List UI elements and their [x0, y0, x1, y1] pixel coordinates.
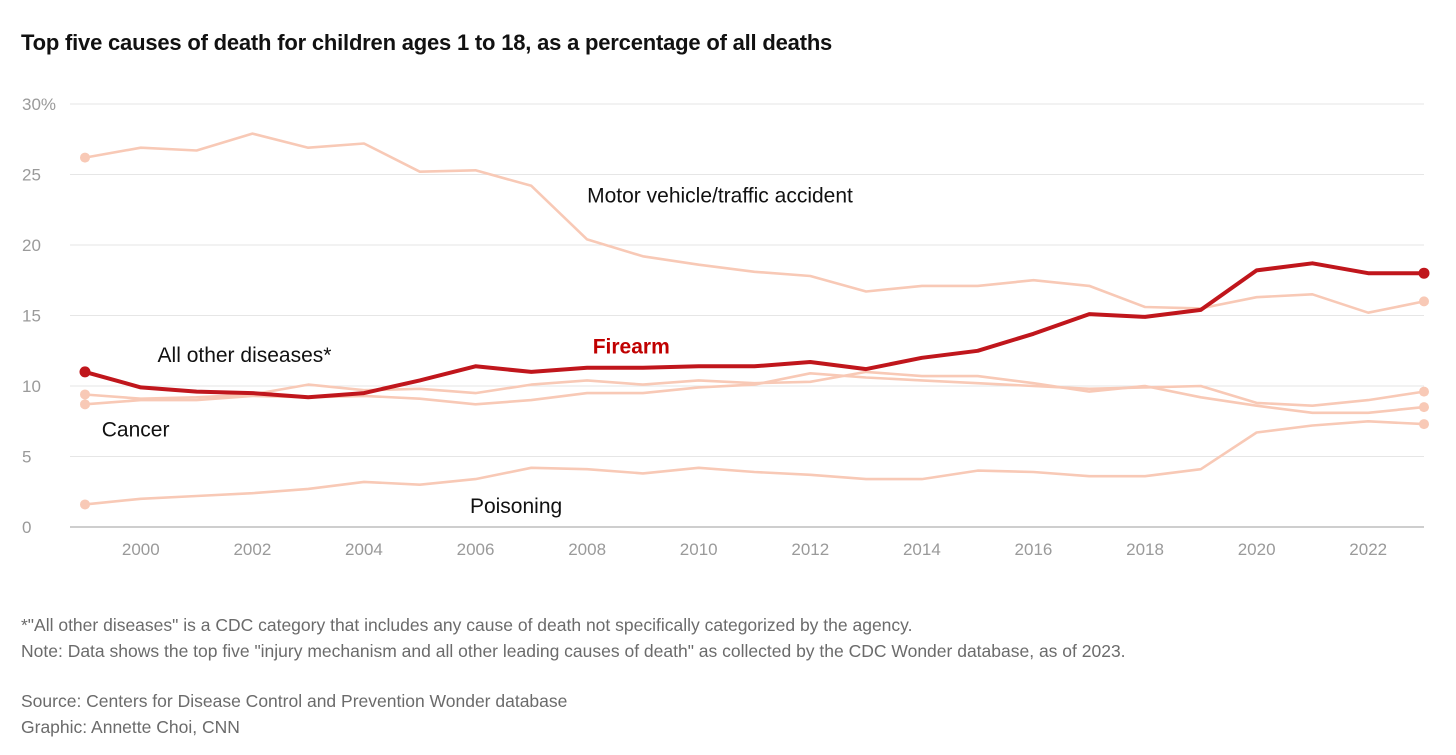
x-tick-label: 2010 — [680, 540, 718, 559]
x-tick-label: 2022 — [1349, 540, 1387, 559]
series-line-firearm — [83, 261, 1426, 400]
x-tick-label: 2004 — [345, 540, 383, 559]
series-line-poisoning — [83, 419, 1426, 506]
series-label-poisoning: Poisoning — [470, 495, 562, 518]
x-tick-label: 2000 — [122, 540, 160, 559]
series-end-point-motor-vehicle-traffic-accident — [1419, 296, 1429, 307]
x-tick-label: 2006 — [457, 540, 495, 559]
y-tick-label: 30% — [22, 95, 56, 114]
y-tick-label: 0 — [22, 518, 31, 537]
chart-notes: *"All other diseases" is a CDC category … — [21, 612, 1126, 664]
series-start-point-all-other-diseases — [80, 389, 90, 400]
series-label-cancer: Cancer — [102, 419, 170, 442]
series-label-motor-vehicle-traffic-accident: Motor vehicle/traffic accident — [587, 185, 853, 208]
credit-line: Graphic: Annette Choi, CNN — [21, 717, 240, 737]
series-label-firearm: Firearm — [593, 336, 670, 359]
note-data-description: Note: Data shows the top five "injury me… — [21, 641, 1126, 661]
series-labels: Motor vehicle/traffic accident All other … — [102, 185, 853, 518]
series-start-point-cancer — [80, 399, 90, 410]
series-start-point-motor-vehicle-traffic-accident — [80, 152, 90, 163]
y-axis: 0 5 10 15 20 25 30% — [22, 95, 56, 537]
series-end-point-all-other-diseases — [1419, 402, 1429, 413]
series-end-point-cancer — [1419, 386, 1429, 397]
y-tick-label: 10 — [22, 377, 41, 396]
chart-source: Source: Centers for Disease Control and … — [21, 688, 567, 740]
series-label-all-other-diseases: All other diseases* — [158, 344, 332, 367]
x-tick-label: 2020 — [1238, 540, 1276, 559]
series-start-point-poisoning — [80, 499, 90, 510]
chart-title: Top five causes of death for children ag… — [21, 30, 833, 55]
x-tick-label: 2012 — [791, 540, 829, 559]
series-line-all-other-diseases — [83, 370, 1426, 415]
x-tick-label: 2002 — [233, 540, 271, 559]
series-lines — [79, 132, 1430, 510]
x-tick-label: 2016 — [1015, 540, 1053, 559]
x-axis: 2000 2002 2004 2006 2008 2010 2012 2014 2016 2018… — [122, 540, 1387, 559]
series-end-point-poisoning — [1419, 419, 1429, 430]
y-tick-label: 25 — [22, 166, 41, 185]
note-all-other-diseases: *"All other diseases" is a CDC category … — [21, 615, 913, 635]
x-tick-label: 2014 — [903, 540, 941, 559]
source-line: Source: Centers for Disease Control and … — [21, 691, 568, 711]
series-line-motor-vehicle-traffic-accident — [83, 132, 1426, 314]
x-tick-label: 2008 — [568, 540, 606, 559]
x-tick-label: 2018 — [1126, 540, 1164, 559]
y-tick-label: 5 — [22, 448, 31, 467]
series-start-point-firearm — [79, 366, 91, 378]
y-tick-label: 15 — [22, 307, 41, 326]
series-end-point-firearm — [1418, 267, 1430, 279]
y-tick-label: 20 — [22, 236, 41, 255]
gridlines — [70, 103, 1424, 528]
